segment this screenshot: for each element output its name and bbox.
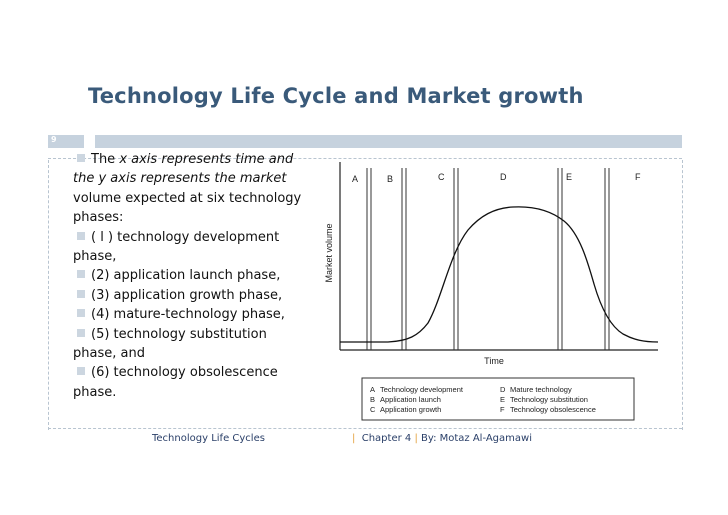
bullet-square-icon [77, 154, 85, 162]
legend-key-e: E [500, 395, 505, 404]
legend-text-c: Application growth [380, 405, 441, 414]
bullet-text: (3) application growth phase, [91, 287, 283, 303]
bullet-text: ( l ) technology development phase, [73, 229, 280, 265]
content-left-divider [48, 160, 49, 430]
footer-chapter-author: | Chapter 4 | By: Motaz Al-Agamawi [352, 433, 532, 444]
bullet-list: The x axis represents time and the y axi… [73, 150, 313, 402]
footer-course-title: Technology Life Cycles [152, 433, 265, 444]
bullet-text: (6) technology obsolescence phase. [73, 365, 278, 400]
legend-text-f: Technology obsolescence [510, 405, 596, 414]
bullet-text-italic: x axis represents time and the y axis re… [73, 152, 294, 187]
bullet-item: (6) technology obsolescence phase. [73, 363, 313, 402]
bullet-item: (3) application growth phase, [73, 286, 313, 305]
content-bottom-divider [48, 428, 682, 429]
legend-text-d: Mature technology [510, 385, 572, 394]
slide-title: Technology Life Cycle and Market growth [88, 84, 584, 108]
slide-number-box: 9 [48, 135, 84, 148]
bullet-square-icon [77, 231, 85, 240]
x-axis-label: Time [484, 356, 504, 366]
bullet-square-icon [77, 270, 85, 279]
legend-key-a: A [370, 385, 375, 394]
content-top-divider [48, 158, 682, 159]
bullet-square-icon [77, 328, 85, 337]
y-axis-label: Market volume [324, 223, 334, 282]
footer-chapter: Chapter 4 [361, 433, 412, 444]
bullet-item: The x axis represents time and the y axi… [73, 150, 313, 228]
legend-text-a: Technology development [380, 385, 464, 394]
legend-box [361, 377, 635, 421]
phase-label-a: A [352, 174, 358, 184]
bullet-item: (4) mature-technology phase, [73, 305, 313, 324]
legend-key-d: D [500, 385, 506, 394]
legend-key-b: B [370, 395, 375, 404]
bullet-square-icon [77, 367, 85, 376]
bullet-text: (4) mature-technology phase, [91, 307, 285, 323]
slide-number: 9 [51, 135, 57, 144]
bullet-item: (5) technology substitution phase, and [73, 325, 313, 364]
legend-text-b: Application launch [380, 395, 441, 404]
legend-key-c: C [370, 405, 376, 414]
footer-separator: | [352, 433, 356, 444]
life-cycle-figure: Market volume Time A B C D E F A Technol… [324, 162, 659, 421]
bullet-text: volume expected at six technology phases… [73, 190, 302, 226]
footer-separator: | [414, 433, 418, 444]
phase-label-e: E [566, 172, 572, 182]
content-right-divider [682, 160, 683, 430]
phase-label-c: C [438, 172, 445, 182]
bullet-square-icon [77, 289, 85, 298]
title-underline-bar [95, 135, 682, 148]
bullet-text: (5) technology substitution phase, and [73, 326, 267, 362]
market-volume-curve [340, 206, 659, 343]
bullet-square-icon [77, 309, 85, 318]
legend-entries: A Technology development B Application l… [370, 385, 596, 414]
bullet-item: ( l ) technology development phase, [73, 228, 313, 267]
phase-label-f: F [635, 172, 641, 182]
bullet-text: The [91, 152, 120, 167]
bullet-item: (2) application launch phase, [73, 266, 313, 285]
bullet-text: (2) application launch phase, [91, 268, 281, 284]
legend-text-e: Technology substitution [510, 395, 588, 404]
phase-label-b: B [387, 174, 393, 184]
phase-boundaries [366, 168, 610, 350]
phase-labels: A B C D E F [352, 172, 641, 184]
phase-label-d: D [500, 172, 507, 182]
footer-author: By: Motaz Al-Agamawi [421, 433, 532, 444]
legend-key-f: F [500, 405, 505, 414]
